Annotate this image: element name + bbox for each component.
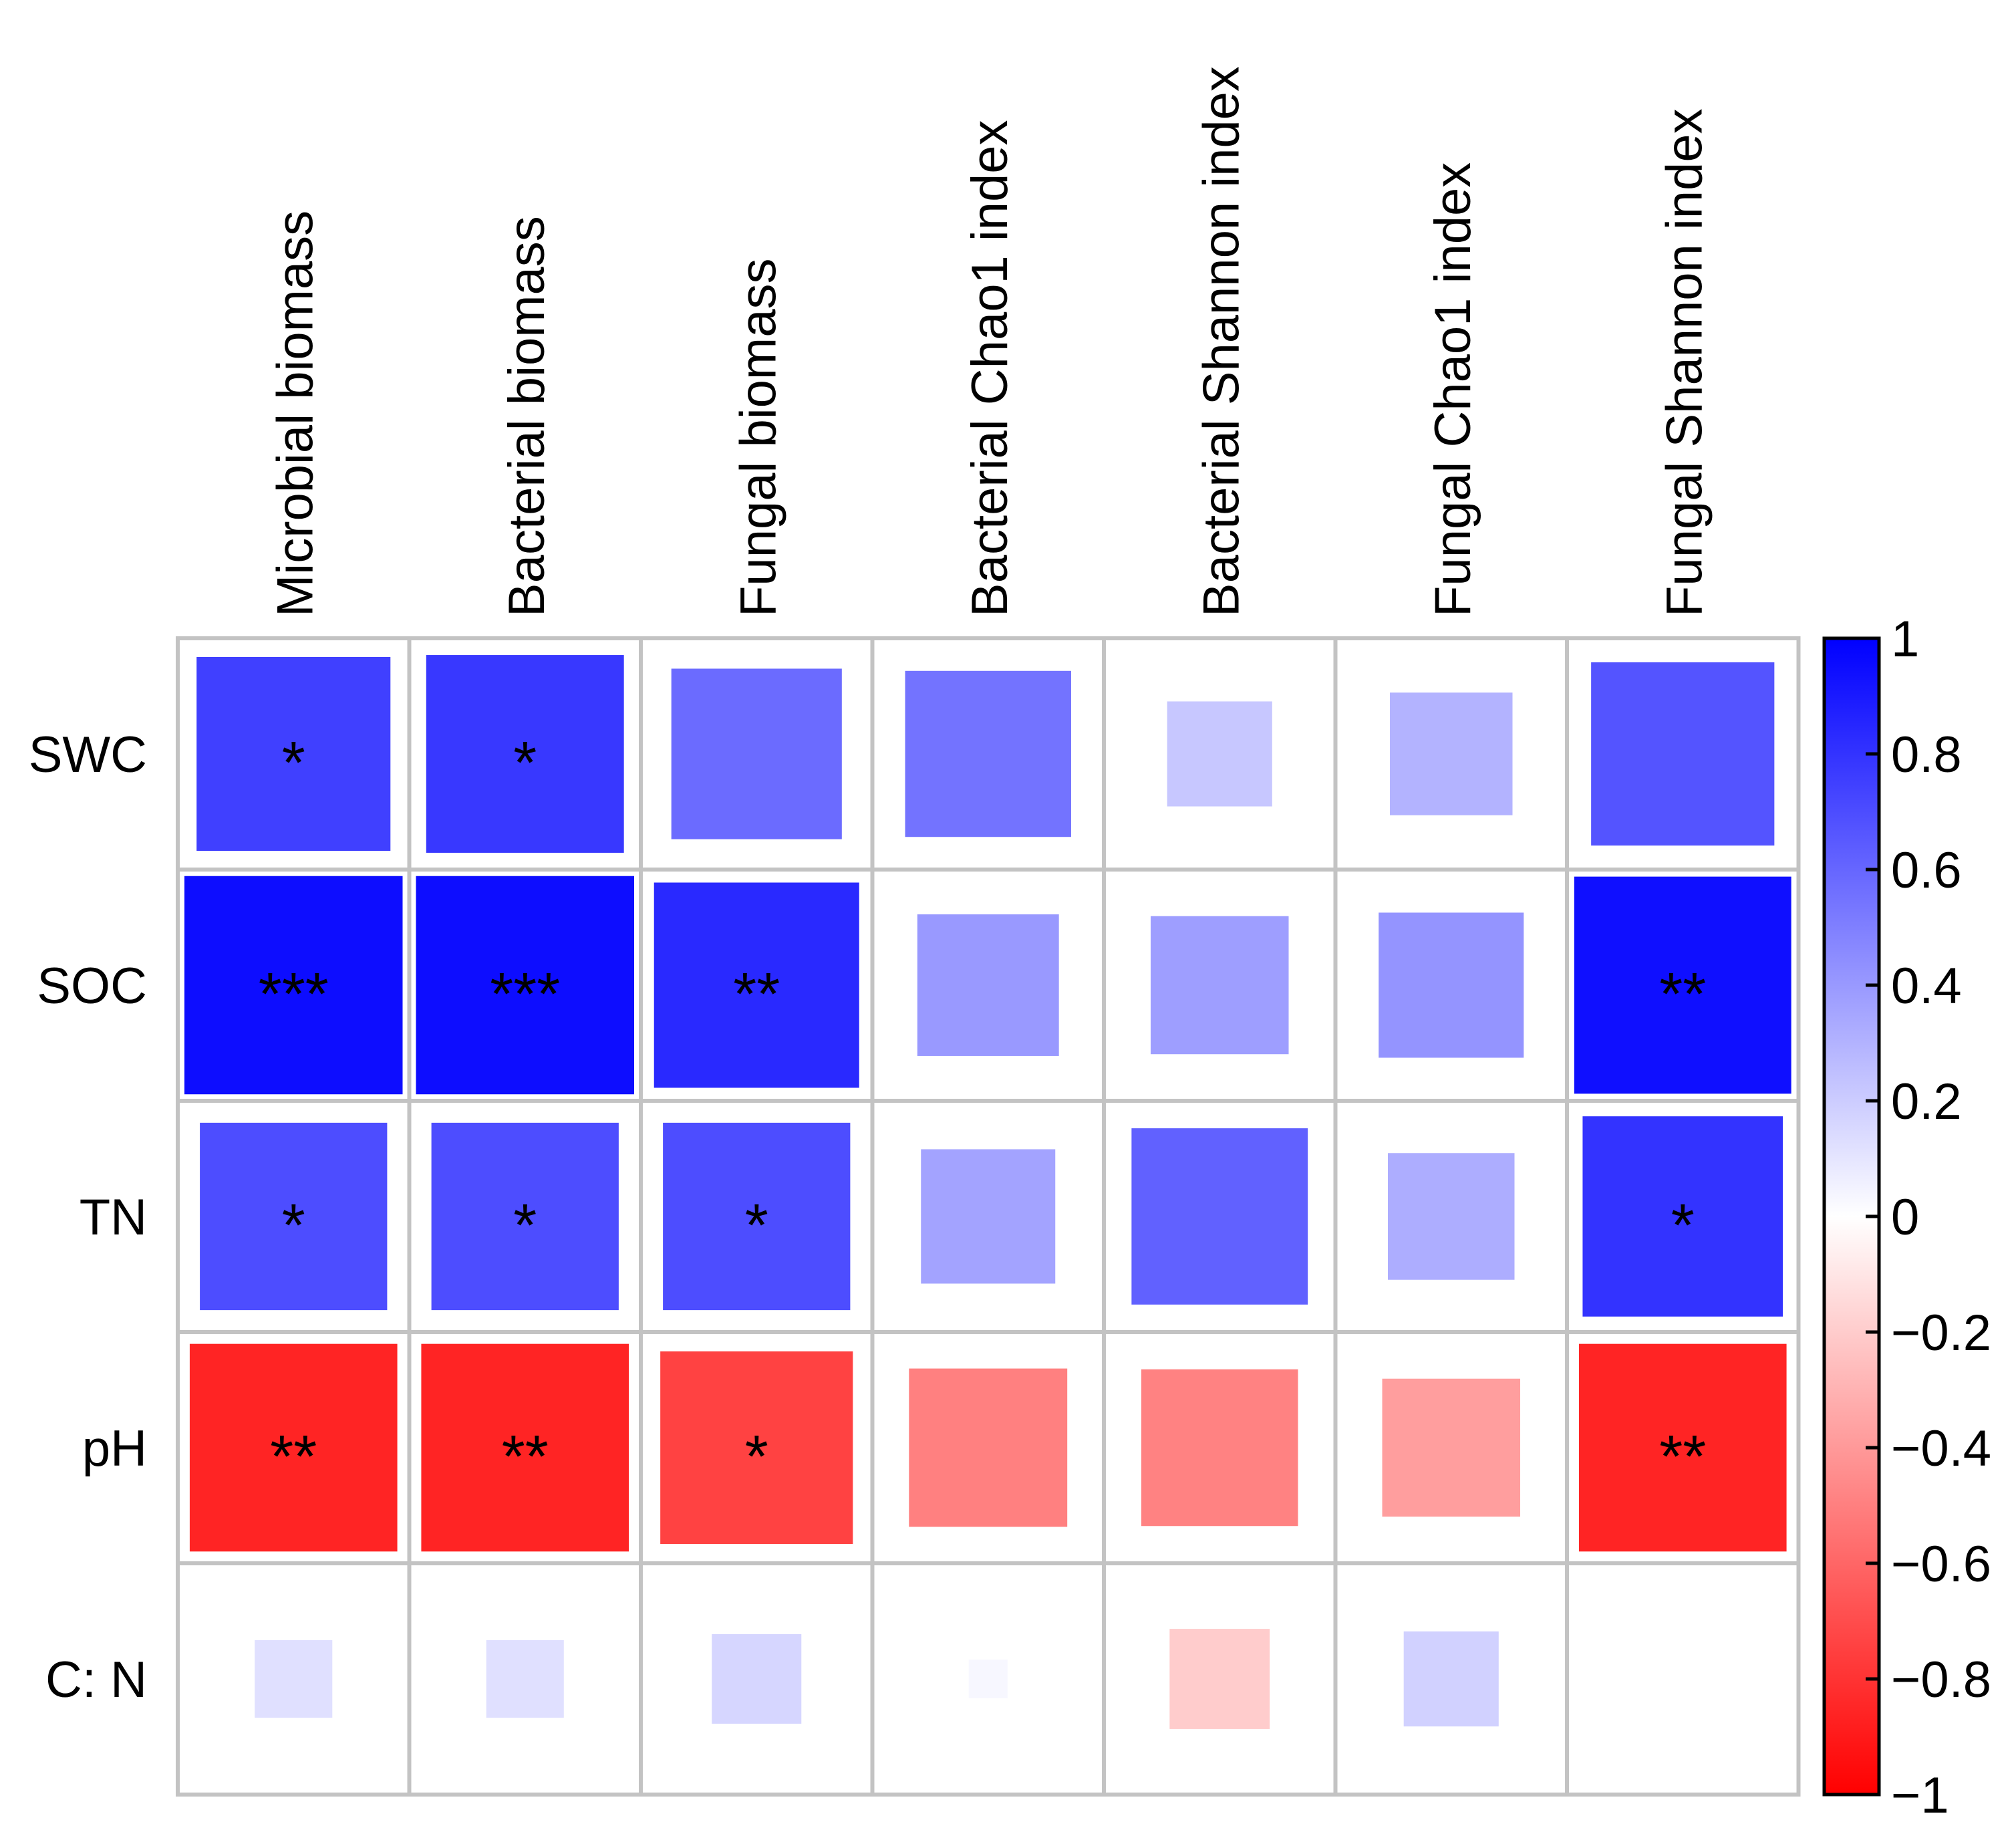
heatmap-cell [200, 1122, 388, 1311]
colorbar-tick-label: 0.2 [1891, 1073, 1962, 1130]
colorbar-tick-label: −0.6 [1891, 1536, 1991, 1593]
colorbar-tick-label: −0.4 [1891, 1420, 1991, 1477]
heatmap-cell [486, 1639, 564, 1718]
heatmap-cell [712, 1634, 802, 1724]
heatmap-cell [663, 1122, 851, 1311]
heatmap-cell [917, 914, 1059, 1056]
significance-mark: ** [1659, 1424, 1706, 1490]
heatmap-cell [421, 1343, 629, 1552]
heatmap-cell [1141, 1369, 1298, 1527]
heatmap-cell [905, 670, 1071, 837]
significance-mark: *** [490, 961, 560, 1028]
heatmap-cell [671, 668, 842, 839]
heatmap-border [176, 636, 1801, 1797]
significance-mark: ** [270, 1424, 317, 1490]
column-label: Fungal biomass [730, 259, 786, 618]
heatmap-cell [1131, 1128, 1308, 1305]
colorbar-tick-label: 0 [1891, 1189, 1919, 1246]
heatmap-cell [921, 1149, 1056, 1284]
row-labels: SWC SOC TN pH C: N [29, 727, 147, 1708]
heatmap-cell [426, 655, 624, 853]
heatmap-cell [660, 1351, 853, 1545]
heatmap-cell [1390, 692, 1513, 815]
significance-mark: ** [1659, 961, 1706, 1028]
heatmap-cell [1574, 876, 1791, 1094]
significance-mark: * [282, 730, 305, 797]
heatmap-cell [184, 876, 403, 1095]
significance-mark: ** [733, 961, 780, 1028]
heatmap-cell [1169, 1629, 1270, 1729]
heatmap-cell-frame [1565, 1561, 1801, 1797]
heatmap-cell [1167, 701, 1272, 807]
colorbar-tick-label: 1 [1891, 611, 1919, 668]
row-label: pH [82, 1420, 147, 1477]
column-label: Bacterial Shannon index [1193, 66, 1250, 617]
column-label: Microbial biomass [267, 211, 323, 617]
heatmap-cells: * **** *** ** *** * * *** ** * ** [176, 636, 1801, 1797]
colorbar-tick-label: 0.8 [1891, 727, 1962, 783]
row-label: SOC [37, 958, 147, 1015]
significance-mark: * [745, 1192, 768, 1259]
significance-mark: ** [502, 1424, 549, 1490]
heatmap-cell [1591, 662, 1775, 846]
colorbar: 1 0.8 0.6 0.4 0.2 0 −0.2 −0.4 −0.6 −0.8 −1 [1822, 611, 1991, 1824]
significance-mark: * [513, 1192, 537, 1259]
heatmap-cell [416, 876, 635, 1095]
column-label: Fungal Shannon index [1656, 108, 1713, 617]
heatmap-cell [1382, 1378, 1521, 1517]
significance-mark: * [745, 1424, 768, 1490]
heatmap-cell [431, 1122, 619, 1311]
heatmap-cell [255, 1639, 333, 1718]
heatmap-cell [1379, 912, 1524, 1058]
heatmap-cell [1582, 1116, 1783, 1317]
row-label: SWC [29, 727, 147, 783]
heatmap-cell [1578, 1343, 1787, 1552]
significance-mark: * [1671, 1192, 1695, 1259]
colorbar-tick-label: −0.8 [1891, 1652, 1991, 1708]
row-label: TN [80, 1189, 147, 1246]
significance-mark: * [282, 1192, 305, 1259]
heatmap-cell [968, 1659, 1008, 1699]
heatmap-cell [196, 656, 391, 851]
heatmap-cell [1387, 1153, 1515, 1280]
heatmap-cell [654, 882, 859, 1088]
colorbar-tick-label: −0.2 [1891, 1305, 1991, 1361]
heatmap-cell [189, 1343, 398, 1552]
significance-mark: *** [259, 961, 329, 1028]
column-labels: Microbial biomass Bacterial biomass Fungal… [267, 66, 1713, 617]
heatmap-cell [1403, 1631, 1499, 1727]
row-label: C: N [45, 1652, 147, 1708]
colorbar-tick-label: 0.4 [1891, 958, 1962, 1015]
column-label: Bacterial biomass [498, 216, 555, 617]
heatmap-cell [909, 1368, 1068, 1527]
significance-mark: * [513, 730, 537, 797]
column-label: Bacterial Chao1 index [962, 120, 1018, 617]
column-label: Fungal Chao1 index [1425, 162, 1481, 617]
heatmap-cell [1150, 916, 1289, 1055]
colorbar-tick-label: 0.6 [1891, 842, 1962, 899]
colorbar-tick-label: −1 [1891, 1767, 1949, 1824]
